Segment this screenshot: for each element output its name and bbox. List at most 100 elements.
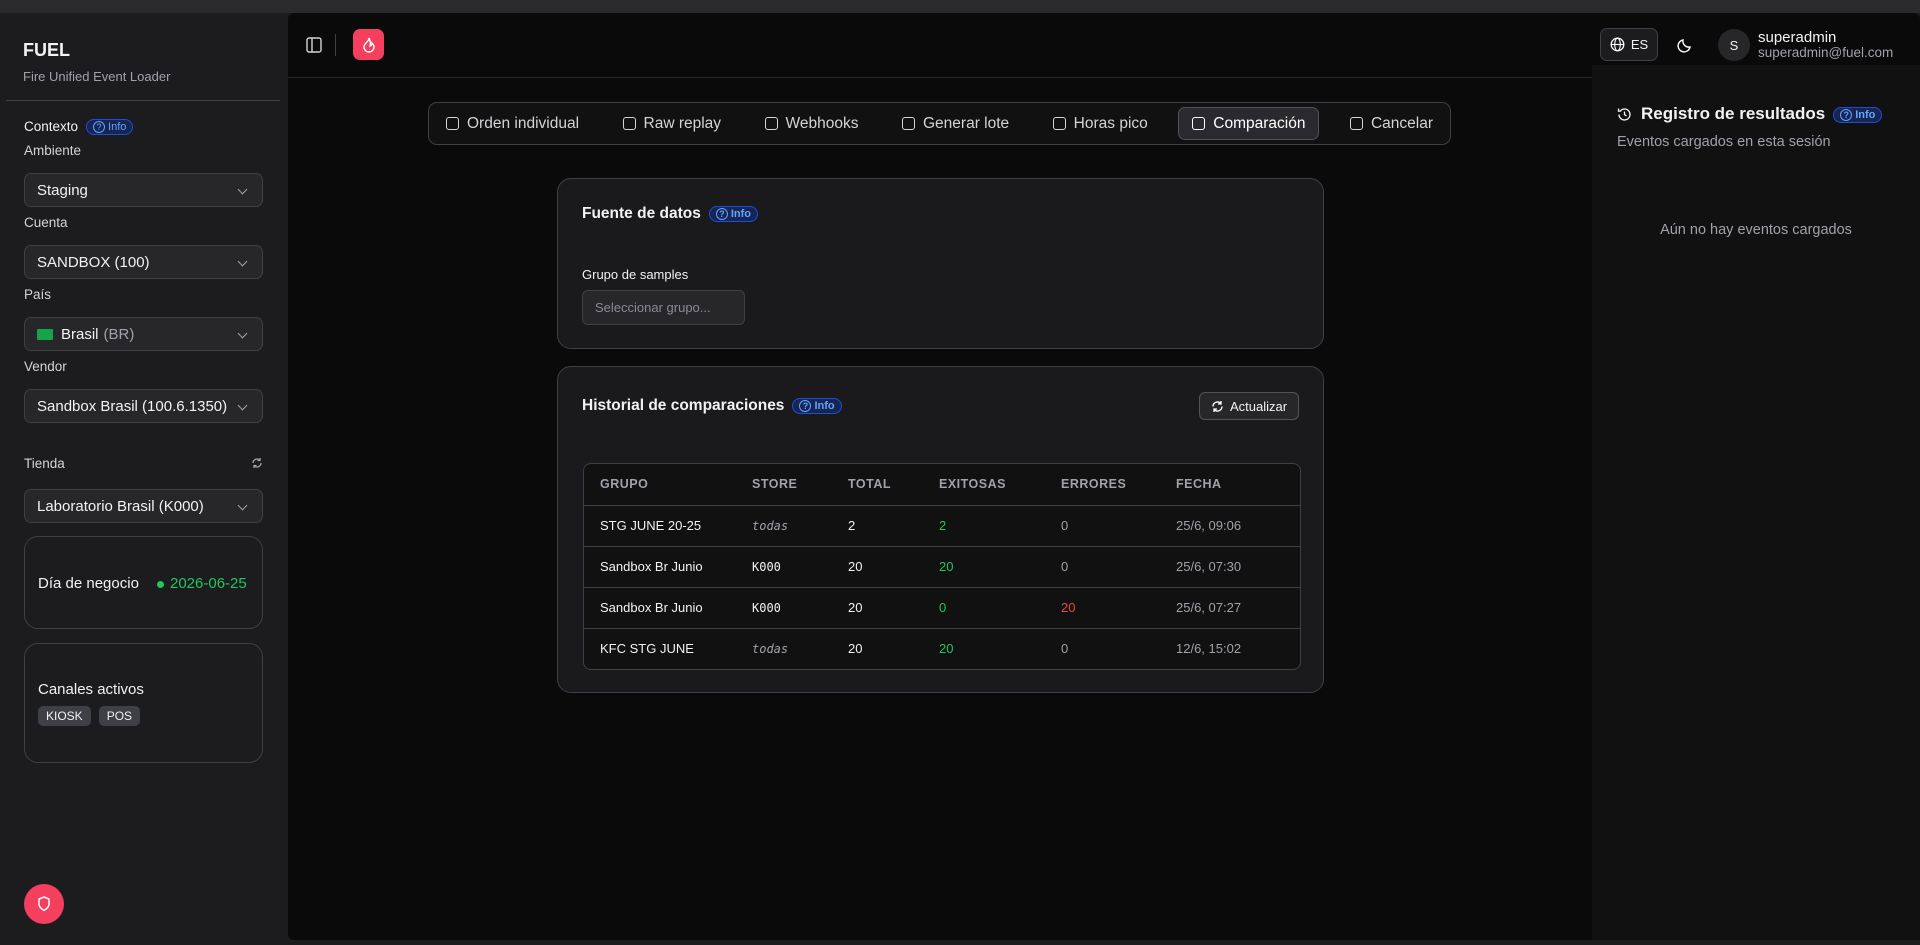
main-panel: ES S superadmin superadmin@fuel.com Orde… — [288, 13, 1920, 940]
table-row: Sandbox Br Junio K000 20 0 20 25/6, 07:27 — [584, 586, 1300, 628]
tab[interactable]: Horas pico — [1040, 107, 1161, 140]
table-row: KFC STG JUNE todas 20 20 0 12/6, 15:02 — [584, 627, 1300, 669]
tab[interactable]: Comparación — [1178, 107, 1320, 140]
table-cell: 20 — [847, 545, 938, 587]
table-cell: 0 — [938, 586, 1060, 628]
context: Contexto Info — [24, 119, 134, 136]
tab-label: Orden individual — [467, 114, 580, 132]
info-badge[interactable]: Info — [792, 397, 842, 414]
table-cell: 20 — [847, 627, 938, 669]
refresh-button[interactable]: Actualizar — [1199, 392, 1299, 420]
history-table: GRUPO STORE TOTAL EXITOSAS ERRORES FECHA STG J… — [583, 463, 1301, 670]
field-select[interactable]: Brasil (BR) — [24, 317, 263, 351]
theme-toggle[interactable] — [1677, 37, 1693, 53]
channel-chip: POS — [98, 706, 141, 726]
status-dot — [157, 581, 164, 588]
store-label: Tienda — [24, 456, 65, 471]
logo[interactable] — [353, 29, 384, 60]
results-empty: Aún no hay eventos cargados — [1660, 222, 1852, 238]
history-title: Historial de comparaciones — [582, 397, 785, 414]
source-card: Fuente de datos Info Grupo de samples Sel… — [557, 178, 1324, 349]
table-cell: K000 — [751, 586, 847, 628]
field-select[interactable]: SANDBOX (100) — [24, 245, 263, 279]
group-select[interactable]: Seleccionar grupo... — [582, 290, 745, 325]
tab-icon — [1192, 117, 1206, 130]
table-cell: 20 — [847, 586, 938, 628]
table-cell: 25/6, 09:06 — [1175, 504, 1300, 546]
tab-label: Horas pico — [1073, 114, 1148, 132]
history-card: Historial de comparaciones Info Actualiza… — [557, 366, 1324, 693]
field-value: SANDBOX (100) — [37, 253, 150, 271]
tab-icon — [1052, 117, 1066, 130]
tab-label: Raw replay — [643, 114, 722, 132]
tab[interactable]: Cancelar — [1337, 107, 1446, 140]
column-header: TOTAL — [848, 477, 892, 492]
field-value: Sandbox Brasil (100.6.1350) — [37, 397, 228, 415]
tab-icon — [446, 117, 459, 130]
user-name: superadmin — [1758, 29, 1837, 46]
business-day-card: Día de negocio 2026-06-25 — [24, 536, 263, 629]
table-cell: todas — [751, 627, 847, 669]
tab-icon — [1349, 117, 1363, 130]
table-cell: 0 — [1060, 545, 1175, 587]
column-header: STORE — [752, 477, 798, 492]
tab[interactable]: Orden individual — [433, 107, 592, 140]
tab-label: Generar lote — [923, 114, 1010, 132]
tab[interactable]: Raw replay — [610, 107, 735, 140]
field-label: Cuenta — [24, 215, 68, 230]
field-value: Brasil — [61, 325, 99, 343]
field-label: País — [24, 287, 52, 302]
column-header: ERRORES — [1061, 477, 1127, 492]
shield-button[interactable] — [24, 884, 64, 924]
refresh-label: Actualizar — [1229, 398, 1288, 414]
field-suffix: (BR) — [103, 325, 135, 343]
info-badge[interactable]: Info — [708, 205, 759, 222]
tab-label: Comparación — [1213, 114, 1306, 132]
refresh-icon[interactable] — [251, 457, 263, 469]
tab-icon — [764, 117, 778, 130]
table-row: STG JUNE 20-25 todas 2 2 0 25/6, 09:06 — [584, 504, 1300, 546]
avatar[interactable]: S — [1718, 29, 1750, 61]
column-header: GRUPO — [600, 477, 649, 492]
language-button[interactable]: ES — [1600, 28, 1658, 61]
field-label: Ambiente — [24, 143, 82, 158]
table-row: Sandbox Br Junio K000 20 20 0 25/6, 07:30 — [584, 545, 1300, 587]
flag — [37, 328, 53, 340]
table-cell: 20 — [938, 545, 1060, 587]
info-badge[interactable]: Info — [86, 119, 134, 136]
table-cell: 0 — [1060, 627, 1175, 669]
table-cell: 20 — [938, 627, 1060, 669]
table-cell: 0 — [1060, 504, 1175, 546]
divider — [6, 100, 280, 101]
field-value: Staging — [37, 181, 88, 199]
language: ES — [1630, 37, 1649, 52]
business-day-label: Día de negocio — [38, 575, 139, 592]
sidebar-toggle[interactable] — [306, 37, 322, 53]
tab-label: Cancelar — [1370, 114, 1433, 132]
business-day: 2026-06-25 — [170, 575, 247, 592]
table-cell: STG JUNE 20-25 — [584, 504, 751, 546]
user-email: superadmin@fuel.com — [1758, 45, 1894, 60]
tab-icon — [622, 117, 636, 130]
brand-subtitle: Fire Unified Event Loader — [23, 69, 171, 84]
channel-chip: KIOSK — [38, 706, 91, 726]
table-cell: 25/6, 07:27 — [1175, 586, 1300, 628]
tab[interactable]: Webhooks — [752, 107, 872, 140]
info-badge[interactable]: Info — [1833, 106, 1883, 123]
tab[interactable]: Generar lote — [889, 107, 1022, 140]
column-header: EXITOSAS — [939, 477, 1006, 492]
group-label: Grupo de samples — [582, 267, 689, 282]
field-select[interactable]: Sandbox Brasil (100.6.1350) — [24, 389, 263, 423]
table-cell: Sandbox Br Junio — [584, 586, 751, 628]
store-select[interactable]: Laboratorio Brasil (K000) — [24, 489, 263, 523]
table-cell: 2 — [847, 504, 938, 546]
results-title: Registro de resultados — [1641, 104, 1826, 123]
context-label: Contexto — [24, 119, 79, 134]
history-icon — [1617, 108, 1631, 121]
field-select[interactable]: Staging — [24, 173, 263, 207]
tab-label: Webhooks — [785, 114, 859, 132]
separator — [335, 34, 336, 56]
brand: FUEL — [23, 40, 70, 60]
channels: KIOSK POS — [38, 706, 141, 726]
